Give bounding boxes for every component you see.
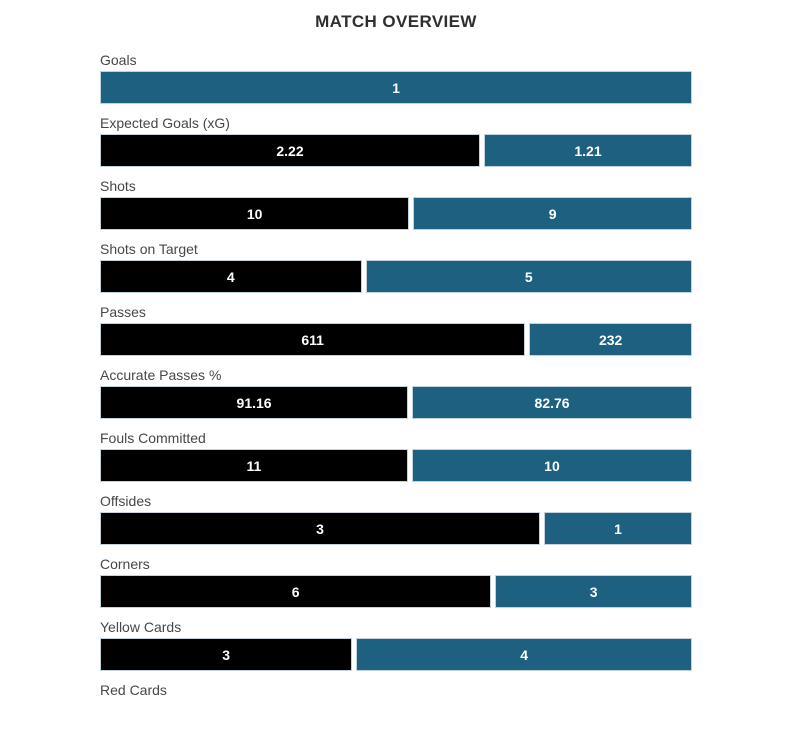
stat-label: Expected Goals (xG) [100, 115, 230, 131]
away-value-label: 5 [524, 268, 533, 285]
home-bar-segment: 6 [100, 575, 492, 608]
home-value-label: 3 [222, 646, 231, 663]
stat-bar: 3 4 [100, 638, 692, 671]
home-value-label: 4 [226, 268, 235, 285]
home-value-label: 10 [246, 205, 263, 222]
stat-row: Passes 611 232 [100, 304, 692, 356]
away-bar-segment: 4 [356, 638, 692, 671]
stat-row: Goals 1 [100, 52, 692, 104]
home-value-label: 3 [316, 520, 324, 537]
stat-rows: Goals 1 Expected Goals (xG) 2.22 1.21 Sh… [100, 52, 692, 698]
stat-label: Accurate Passes % [100, 367, 222, 383]
away-bar-segment: 9 [413, 197, 692, 230]
away-value-label: 10 [544, 457, 560, 474]
stat-row: Offsides 3 1 [100, 493, 692, 545]
home-value-label: 2.22 [276, 142, 304, 159]
away-bar-segment: 82.76 [412, 386, 692, 419]
away-bar-segment: 1 [544, 512, 692, 545]
away-value-label: 232 [598, 331, 623, 348]
stat-bar: 1 [100, 71, 692, 104]
away-value-label: 82.76 [534, 394, 570, 411]
home-bar-segment: 611 [100, 323, 526, 356]
home-bar-segment: 4 [100, 260, 362, 293]
away-value-label: 1 [392, 79, 400, 96]
away-value-label: 3 [589, 583, 598, 600]
stat-row: Red Cards [100, 682, 692, 698]
stat-row: Fouls Committed 11 10 [100, 430, 692, 482]
home-bar-segment: 3 [100, 512, 540, 545]
away-value-label: 1 [614, 520, 622, 537]
away-bar-segment: 1 [100, 71, 692, 104]
stat-bar: 611 232 [100, 323, 692, 356]
stat-bar: 91.16 82.76 [100, 386, 692, 419]
stat-row: Corners 6 3 [100, 556, 692, 608]
away-bar-segment: 5 [365, 260, 692, 293]
stat-label: Shots on Target [100, 241, 198, 257]
stat-bar: 2.22 1.21 [100, 134, 692, 167]
stat-label: Corners [100, 556, 150, 572]
stat-bar: 6 3 [100, 575, 692, 608]
stat-label: Passes [100, 304, 146, 320]
stat-row: Shots on Target 4 5 [100, 241, 692, 293]
stat-bar: 4 5 [100, 260, 692, 293]
home-bar-segment: 11 [100, 449, 408, 482]
home-value-label: 6 [291, 583, 300, 600]
stat-label: Red Cards [100, 682, 167, 698]
home-value-label: 611 [301, 331, 324, 348]
stat-bar: 10 9 [100, 197, 692, 230]
stat-bar: 11 10 [100, 449, 692, 482]
home-value-label: 11 [246, 457, 262, 474]
away-value-label: 1.21 [574, 142, 602, 159]
stat-bar: 3 1 [100, 512, 692, 545]
away-bar-segment: 1.21 [483, 134, 692, 167]
away-value-label: 9 [548, 205, 557, 222]
home-bar-segment: 2.22 [100, 134, 480, 167]
stat-row: Accurate Passes % 91.16 82.76 [100, 367, 692, 419]
stat-label: Fouls Committed [100, 430, 206, 446]
chart-title: MATCH OVERVIEW [315, 12, 477, 31]
home-bar-segment: 91.16 [100, 386, 409, 419]
away-value-label: 4 [520, 646, 529, 663]
away-bar-segment: 232 [529, 323, 692, 356]
stat-label: Yellow Cards [100, 619, 182, 635]
away-bar-segment: 10 [411, 449, 692, 482]
stat-row: Yellow Cards 3 4 [100, 619, 692, 671]
stat-label: Goals [100, 52, 137, 68]
home-bar-segment: 10 [100, 197, 410, 230]
stat-row: Expected Goals (xG) 2.22 1.21 [100, 115, 692, 167]
stat-row: Shots 10 9 [100, 178, 692, 230]
stat-label: Shots [100, 178, 136, 194]
stat-label: Offsides [100, 493, 152, 509]
home-value-label: 91.16 [236, 394, 272, 411]
away-bar-segment: 3 [495, 575, 692, 608]
home-bar-segment: 3 [100, 638, 353, 671]
